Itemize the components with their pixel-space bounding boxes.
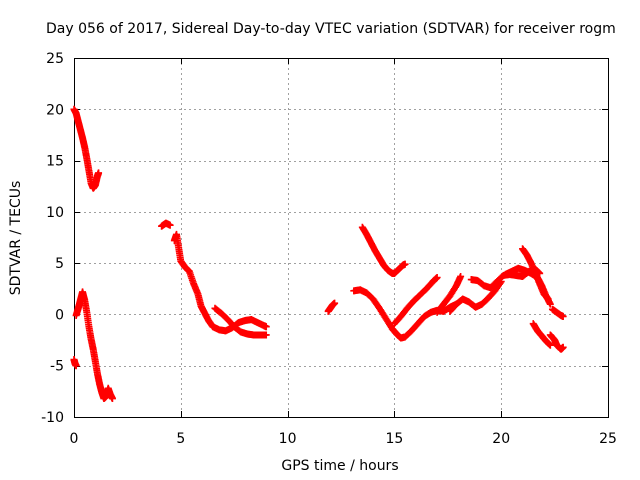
- data-point: [559, 312, 567, 320]
- x-tick-label: 15: [385, 431, 403, 447]
- data-point: [544, 295, 552, 303]
- data-point: [401, 260, 409, 268]
- x-tick-label: 5: [176, 431, 185, 447]
- data-point: [166, 221, 174, 229]
- plot-frame: [74, 58, 609, 418]
- y-axis-label: SDTVAR / TECUs: [8, 181, 24, 296]
- x-axis-label: GPS time / hours: [281, 458, 398, 474]
- axis-ticks: [74, 58, 609, 418]
- data-point: [72, 362, 80, 370]
- x-tick-label: 25: [599, 431, 617, 447]
- data-point: [331, 299, 339, 307]
- chart-title: Day 056 of 2017, Sidereal Day-to-day VTE…: [46, 21, 616, 37]
- grid: [74, 58, 608, 417]
- data-point: [262, 331, 270, 339]
- y-tick-label: 5: [55, 256, 64, 272]
- y-tick-label: 25: [46, 51, 64, 67]
- x-tick-label: 0: [70, 431, 79, 447]
- data-point: [559, 343, 567, 351]
- data-points: [70, 105, 567, 403]
- x-tick-label: 20: [492, 431, 510, 447]
- y-tick-label: -5: [50, 359, 64, 375]
- data-point: [262, 323, 270, 331]
- data-point: [546, 300, 554, 308]
- data-point: [546, 341, 554, 349]
- tick-labels: 0 5 10 15 20 25 -10 -5 0 5 10 15 20 25: [41, 51, 617, 447]
- y-tick-label: -10: [41, 410, 64, 426]
- data-point: [433, 274, 441, 282]
- data-point: [95, 169, 103, 177]
- x-tick-label: 10: [279, 431, 297, 447]
- data-point: [457, 272, 465, 280]
- y-tick-label: 20: [46, 102, 64, 118]
- y-tick-label: 10: [46, 205, 64, 221]
- data-point: [108, 395, 116, 403]
- y-tick-label: 0: [55, 307, 64, 323]
- y-tick-label: 15: [46, 154, 64, 170]
